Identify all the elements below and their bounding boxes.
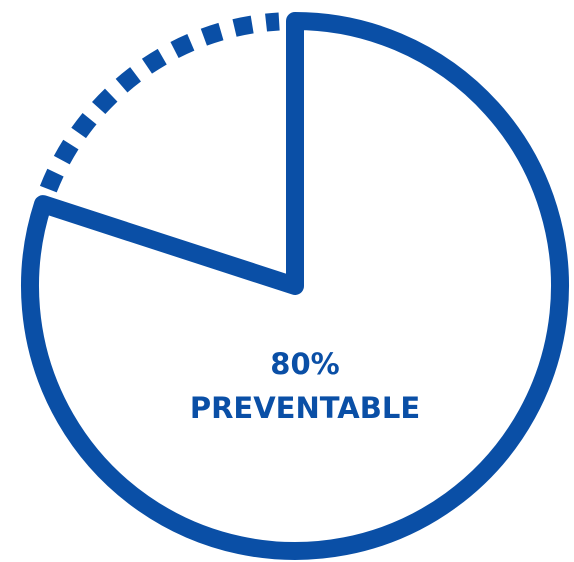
pie-slice bbox=[21, 12, 569, 560]
pie-slice bbox=[39, 12, 280, 193]
category-label: PREVENTABLE bbox=[190, 391, 420, 425]
value-label: 80% bbox=[270, 347, 339, 381]
